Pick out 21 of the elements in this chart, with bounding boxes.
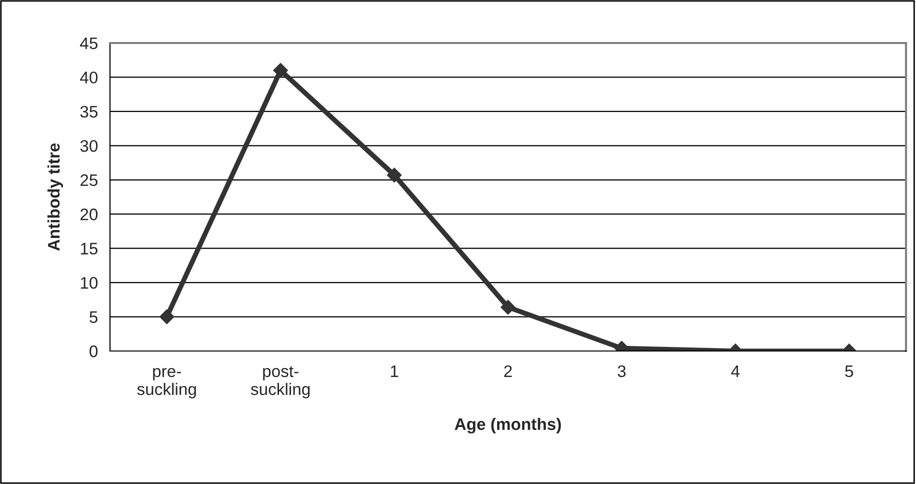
x-tick-label: 2 xyxy=(504,365,512,377)
x-axis-title: Age (months) xyxy=(454,418,561,434)
y-tick-label: 5 xyxy=(90,311,98,323)
y-tick-label: 30 xyxy=(80,140,98,152)
y-tick-label: 40 xyxy=(80,72,98,84)
x-tick-label: 5 xyxy=(845,366,854,378)
point xyxy=(273,62,288,78)
y-tick-label: 45 xyxy=(80,38,98,50)
point xyxy=(386,168,402,182)
y-tick-label: 10 xyxy=(80,276,98,289)
y-tick-label: 35 xyxy=(80,106,98,118)
y-tick-label: 25 xyxy=(80,174,98,186)
y-tick-label: 20 xyxy=(80,208,98,220)
y-axis-title: Antibody titre xyxy=(47,143,63,251)
x-tick-label: 4 xyxy=(731,366,740,377)
x-tick-label: 3 xyxy=(618,365,626,378)
x-tick-label: pre- suckling xyxy=(137,368,196,398)
y-tick-label: 15 xyxy=(80,242,98,255)
y-tick-label: 0 xyxy=(90,345,98,358)
x-tick-label: post- suckling xyxy=(250,366,310,398)
x-tick-label: 1 xyxy=(390,366,398,377)
